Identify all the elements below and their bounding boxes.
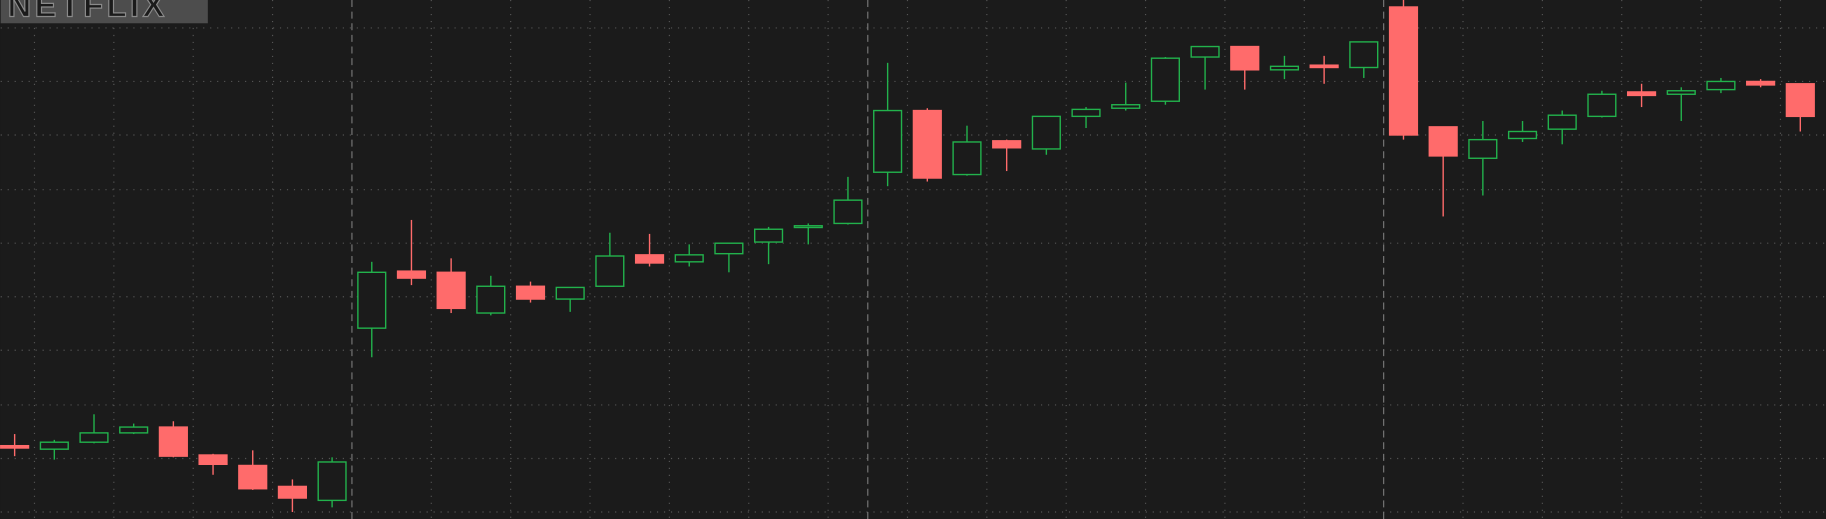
candle-body	[39, 441, 69, 450]
candle-body	[873, 109, 903, 173]
candle-body	[396, 270, 427, 279]
candle-body	[1706, 80, 1736, 91]
candle-body	[158, 426, 188, 457]
candle-body	[357, 271, 387, 329]
candle-body	[1507, 130, 1538, 140]
candle-body	[793, 225, 823, 229]
candle-body	[198, 454, 228, 466]
candle-body	[277, 485, 307, 499]
candle-body	[1349, 41, 1379, 69]
candle-body	[1150, 57, 1180, 102]
candle-body	[833, 199, 863, 225]
candle-body	[1626, 91, 1657, 97]
candle-body	[1230, 45, 1260, 71]
candle-body	[1388, 6, 1419, 136]
candle-body	[1269, 65, 1300, 71]
candle-body	[1309, 64, 1339, 69]
logo-box	[0, 0, 208, 24]
candle-body	[515, 285, 546, 300]
candle-body	[634, 254, 665, 264]
candle-body	[1666, 90, 1696, 95]
candle-body	[912, 109, 942, 179]
candle-body	[436, 271, 466, 310]
candle-body	[1031, 115, 1061, 150]
candle-body	[595, 255, 625, 287]
candle-body	[992, 140, 1022, 149]
candle-body	[1587, 93, 1617, 118]
candle-body	[1190, 45, 1220, 58]
candle-body	[1428, 126, 1458, 157]
candle-body	[238, 464, 268, 490]
candle-body	[1785, 83, 1815, 118]
candle-body	[555, 286, 585, 300]
candle-body	[1468, 138, 1498, 159]
candle-body	[754, 228, 784, 243]
candle-body	[79, 432, 109, 443]
candle-body	[1746, 80, 1776, 86]
candle-body	[1547, 114, 1577, 130]
candle-body	[714, 242, 744, 255]
candle-body	[1071, 108, 1101, 118]
candle-body	[119, 426, 149, 434]
candle-body	[952, 141, 982, 176]
candle-body	[674, 254, 704, 263]
candle-body	[0, 444, 30, 449]
logo: NETFLIX	[8, 0, 168, 23]
candle-body	[1111, 104, 1141, 109]
candle-body	[317, 461, 347, 502]
candle-body	[476, 285, 506, 314]
